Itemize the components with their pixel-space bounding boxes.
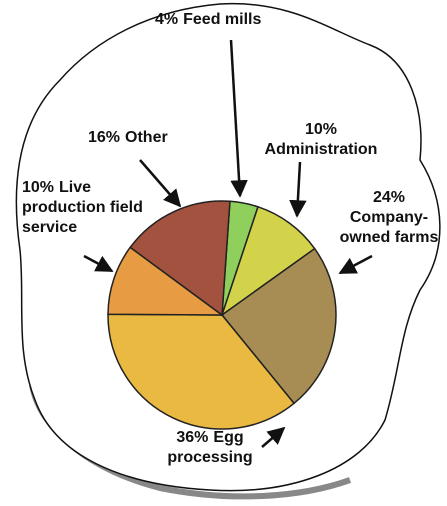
category-label: Feed mills xyxy=(183,11,261,28)
value-label: 16% xyxy=(88,129,120,146)
value-label: 24% xyxy=(333,188,445,208)
slice-label: 36%Egg processing xyxy=(150,428,270,468)
slice-label: 24%Company-owned farms xyxy=(333,188,445,248)
value-label: 4% xyxy=(155,11,178,28)
category-label: Administration xyxy=(265,141,378,158)
value-label: 36% xyxy=(176,429,208,446)
slice-label: 4% Feed mills xyxy=(155,10,325,30)
value-label: 10% xyxy=(258,120,384,140)
value-label: 10% xyxy=(22,179,54,196)
slice-label: 16% Other xyxy=(88,128,208,148)
category-label: Company-owned farms xyxy=(340,209,439,246)
category-label: Other xyxy=(125,129,168,146)
slice-label: 10%Live production field service xyxy=(22,178,144,238)
chart: 4%Feed mills10%Administration24%Company-… xyxy=(0,0,447,506)
slice-label: 10%Administration xyxy=(258,120,384,160)
